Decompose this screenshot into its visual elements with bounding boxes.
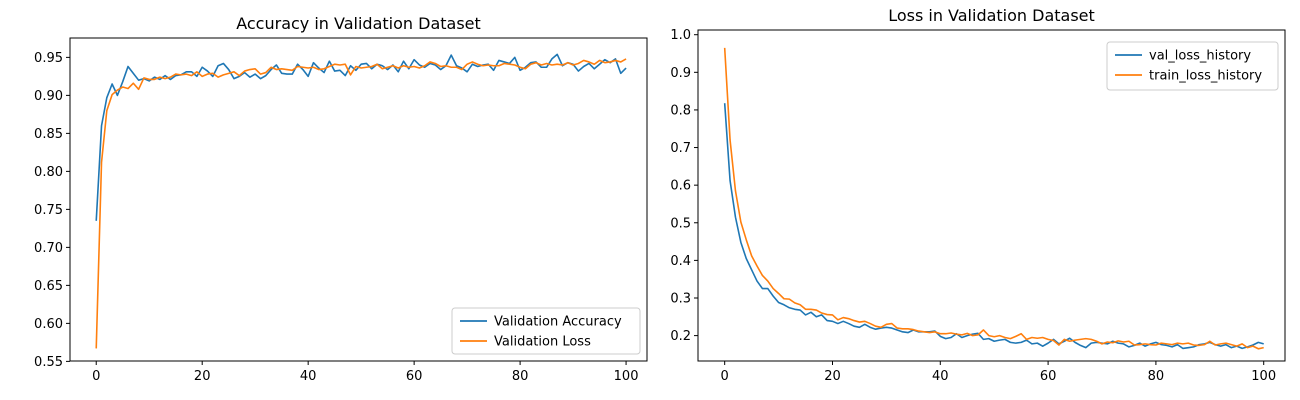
loss-legend-box <box>1106 41 1279 91</box>
accuracy-legend-label-1: Validation Loss <box>494 335 591 350</box>
accuracy-y-tick-label: 0.60 <box>34 317 63 332</box>
loss-legend-label-0: val_loss_history <box>1149 49 1251 64</box>
loss-y-tick-label: 0.5 <box>670 216 691 231</box>
loss-chart: Loss in Validation Dataset 0 20 40 60 80 100 … <box>670 6 1286 384</box>
loss-x-axis: 0 20 40 60 80 100 <box>721 361 1276 384</box>
loss-y-tick-label: 0.3 <box>670 291 691 306</box>
loss-x-tick-label: 100 <box>1251 369 1276 384</box>
accuracy-legend-box <box>451 307 641 355</box>
accuracy-y-tick-label: 0.95 <box>34 51 63 66</box>
loss-y-tick-label: 0.8 <box>670 103 691 118</box>
accuracy-y-tick-label: 0.75 <box>34 203 63 218</box>
accuracy-y-tick-label: 0.70 <box>34 241 63 256</box>
loss-x-tick-label: 20 <box>824 369 841 384</box>
loss-chart-title: Loss in Validation Dataset <box>888 6 1095 25</box>
loss-y-tick-label: 0.4 <box>670 254 691 269</box>
loss-legend: val_loss_history train_loss_history <box>1106 41 1279 91</box>
loss-x-tick-label: 60 <box>1040 369 1057 384</box>
accuracy-chart: Accuracy in Validation Dataset 0 20 40 60 80… <box>34 14 648 384</box>
loss-y-axis: 0.2 0.3 0.4 0.5 0.6 0.7 0.8 0.9 1.0 <box>670 28 698 344</box>
accuracy-y-tick-label: 0.80 <box>34 165 63 180</box>
loss-y-tick-label: 0.2 <box>670 329 691 344</box>
loss-legend-label-1: train_loss_history <box>1149 69 1262 84</box>
accuracy-series-group <box>95 53 627 349</box>
accuracy-y-tick-label: 0.90 <box>34 89 63 104</box>
accuracy-plot-frame <box>69 37 648 362</box>
accuracy-x-axis: 0 20 40 60 80 100 <box>92 361 638 384</box>
accuracy-y-tick-label: 0.65 <box>34 279 63 294</box>
loss-x-tick-label: 40 <box>932 369 949 384</box>
accuracy-x-tick-label: 60 <box>406 369 423 384</box>
accuracy-legend: Validation Accuracy Validation Loss <box>451 307 641 355</box>
loss-series-group <box>723 47 1264 350</box>
loss-y-tick-label: 1.0 <box>670 28 691 43</box>
accuracy-x-tick-label: 40 <box>300 369 317 384</box>
loss-series-line-0 <box>723 103 1264 350</box>
accuracy-x-tick-label: 20 <box>194 369 211 384</box>
accuracy-x-tick-label: 80 <box>512 369 529 384</box>
loss-y-tick-label: 0.9 <box>670 66 691 81</box>
accuracy-x-tick-label: 100 <box>614 369 639 384</box>
accuracy-y-axis: 0.55 0.60 0.65 0.70 0.75 0.80 0.85 0.90 0.95 <box>34 51 70 370</box>
loss-x-tick-label: 0 <box>721 369 729 384</box>
loss-y-tick-label: 0.6 <box>670 179 691 194</box>
accuracy-legend-label-0: Validation Accuracy <box>494 315 622 330</box>
loss-x-tick-label: 80 <box>1148 369 1165 384</box>
loss-y-tick-label: 0.7 <box>670 141 691 156</box>
accuracy-x-tick-label: 0 <box>92 369 100 384</box>
accuracy-chart-title: Accuracy in Validation Dataset <box>236 14 481 33</box>
accuracy-y-tick-label: 0.85 <box>34 127 63 142</box>
loss-plot-frame <box>697 29 1286 362</box>
loss-series-line-1 <box>723 47 1264 350</box>
accuracy-y-tick-label: 0.55 <box>34 355 63 370</box>
accuracy-series-line-1 <box>95 58 627 349</box>
